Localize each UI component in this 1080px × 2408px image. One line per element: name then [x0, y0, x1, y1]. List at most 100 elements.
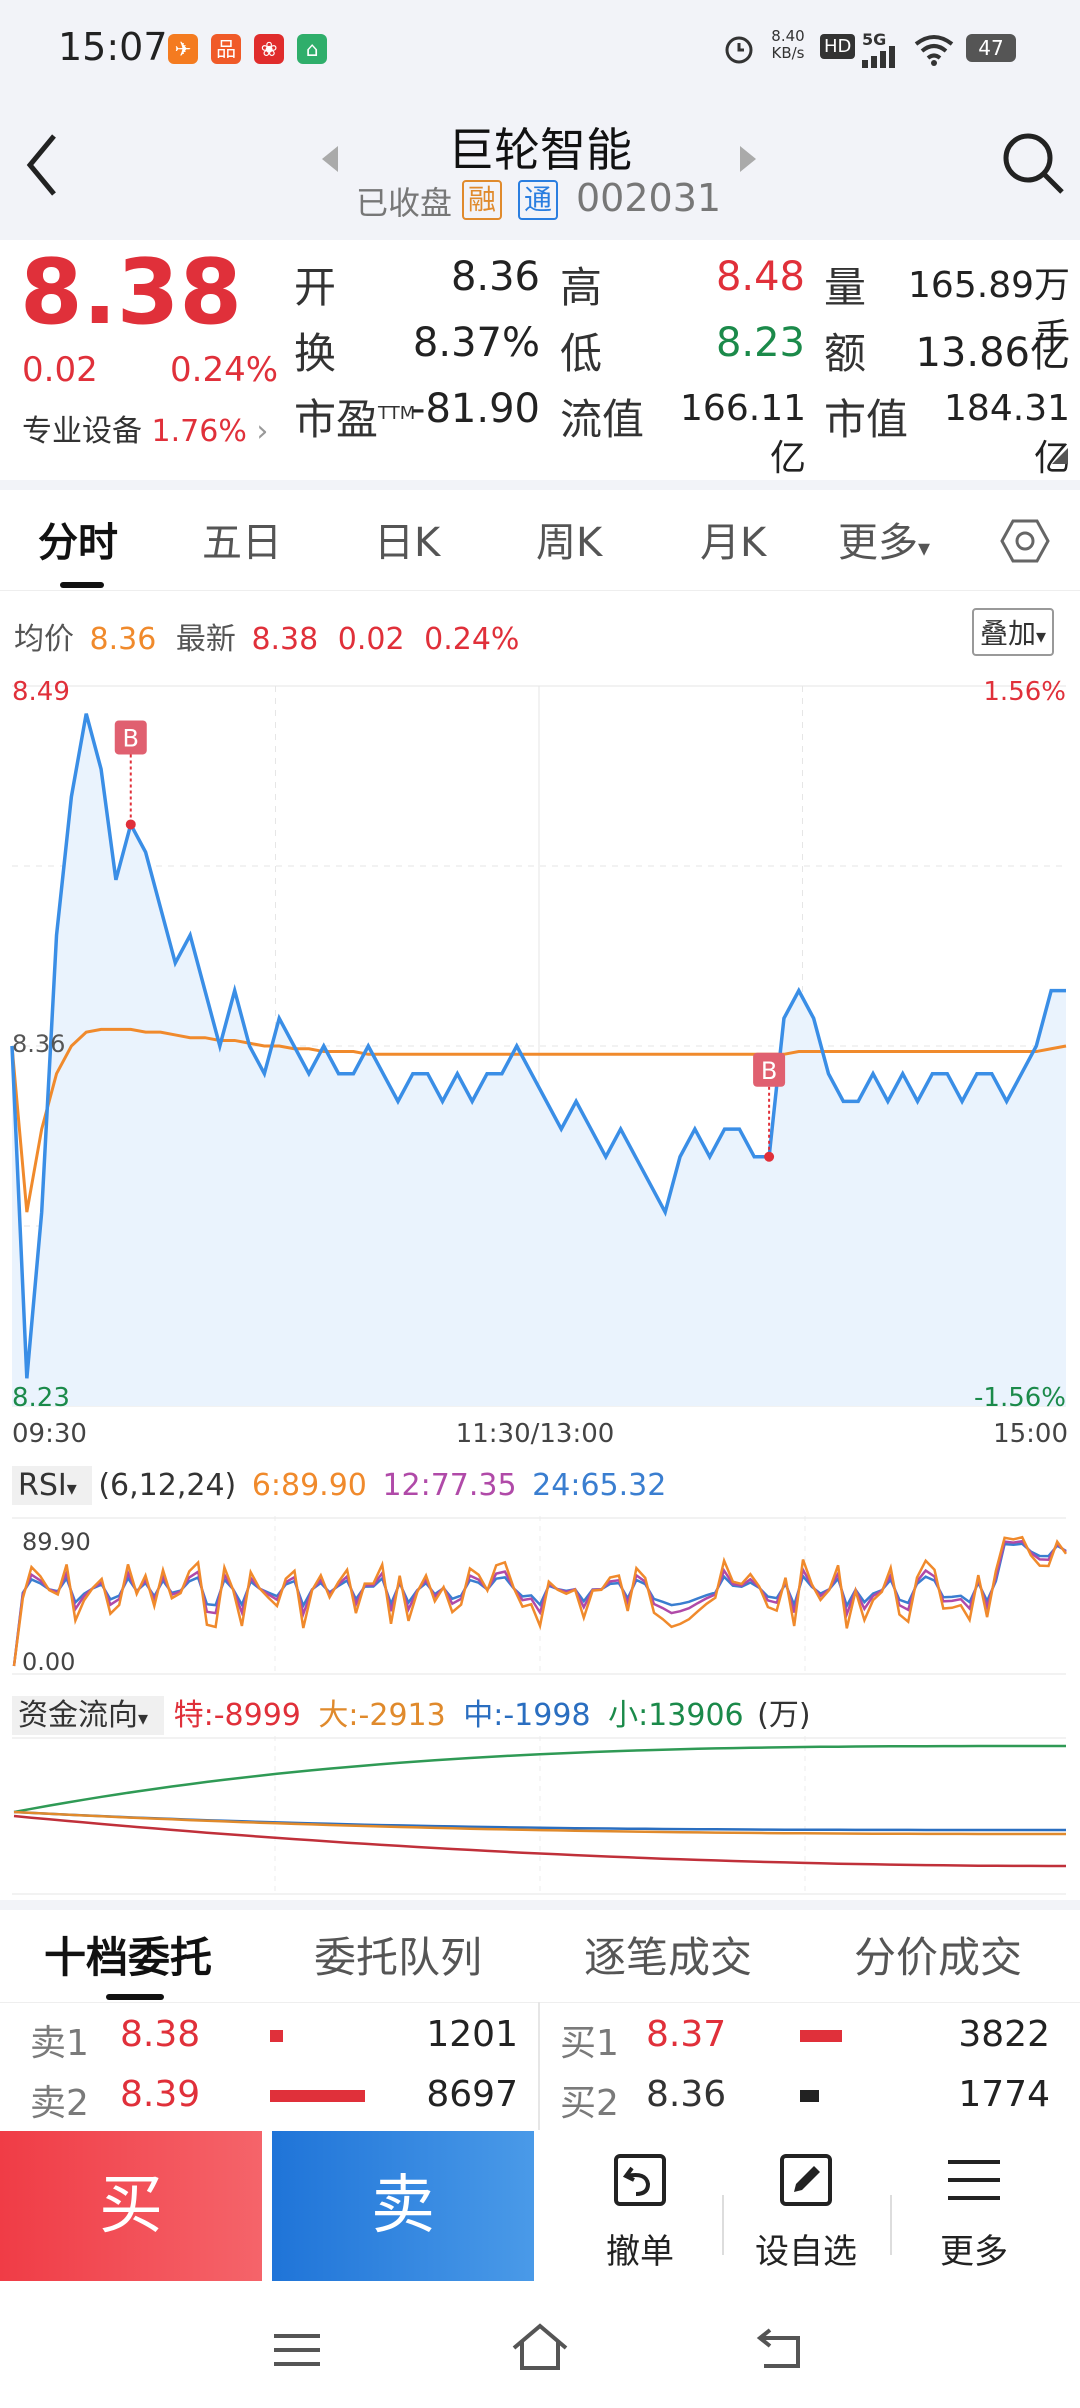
- buy-signal-marker: B: [753, 1052, 786, 1162]
- volume-value: 165.89万手: [908, 265, 1070, 358]
- tab-five-day[interactable]: 五日: [202, 520, 282, 566]
- sell-button[interactable]: 卖: [272, 2131, 534, 2281]
- price-area-fill: [12, 713, 1066, 1406]
- rsi-selector[interactable]: RSI▾: [12, 1466, 93, 1505]
- sector-link[interactable]: 专业设备 1.76% ›: [22, 414, 269, 449]
- prev-stock-icon[interactable]: [318, 144, 340, 174]
- buy-button[interactable]: 买: [0, 2131, 262, 2281]
- back-nav-icon[interactable]: [756, 2324, 806, 2374]
- price-line: [10, 713, 1066, 1379]
- tab-tick-trades[interactable]: 逐笔成交: [584, 1933, 753, 1982]
- rsi-bottom-label: 0.00: [22, 1648, 75, 1676]
- market-cap-label: 市值: [824, 395, 909, 444]
- flow-super: 特:-8999: [173, 1698, 301, 1733]
- tab-ten-level[interactable]: 十档委托: [44, 1933, 213, 1982]
- buy1-price[interactable]: 8.37: [646, 2014, 727, 2055]
- more-button[interactable]: 更多: [894, 2150, 1054, 2273]
- rsi-chart[interactable]: 89.90 0.00: [0, 1516, 1080, 1676]
- add-watchlist-button[interactable]: 设自选: [726, 2150, 886, 2273]
- flow-medium: 中:-1998: [463, 1698, 591, 1733]
- tab-intraday[interactable]: 分时: [38, 520, 118, 566]
- amount-value: 13.86亿: [915, 330, 1070, 376]
- buy2-volume: 1774: [958, 2074, 1050, 2115]
- buy1-label: 买1: [560, 2023, 619, 2064]
- pe-value: -81.90: [411, 386, 540, 432]
- divider: [0, 480, 1080, 490]
- overlay-button[interactable]: 叠加▾: [972, 608, 1055, 656]
- settings-icon[interactable]: [1000, 518, 1050, 564]
- tab-monthly-k[interactable]: 月K: [700, 520, 767, 566]
- chevron-right-icon: ›: [256, 414, 269, 449]
- rsi24-value: 24:65.32: [532, 1468, 667, 1503]
- flow-large: 大:-2913: [318, 1698, 446, 1733]
- chart-info: 均价 8.36 最新 8.38 0.02 0.24%: [14, 622, 520, 657]
- flow-small-line: [13, 1744, 1066, 1814]
- stock-header: 巨轮智能 已收盘 融 通 002031: [0, 100, 1080, 240]
- divider: [722, 2195, 724, 2255]
- hd-icon: HD: [820, 34, 856, 59]
- buy1-volume-bar: [800, 2030, 842, 2042]
- sell1-volume: 1201: [426, 2014, 518, 2055]
- signal-icon: [862, 46, 895, 68]
- tab-price-trades[interactable]: 分价成交: [854, 1933, 1023, 1982]
- latest-pct: 0.24%: [424, 622, 520, 657]
- intraday-chart[interactable]: B B 8.49 8.36 8.23 1.56% -1.56% 09:30 11:…: [0, 666, 1080, 1446]
- svg-text:B: B: [123, 724, 139, 752]
- avg-price-line: [10, 1027, 1067, 1213]
- network-speed: 8.40 KB/s: [771, 27, 805, 62]
- price-change-pct: 0.24%: [170, 350, 279, 390]
- rsi12-value: 12:77.35: [382, 1468, 517, 1503]
- y-bottom-label: 8.23: [12, 1383, 70, 1413]
- pct-top-label: 1.56%: [983, 677, 1066, 707]
- alarm-icon: [725, 36, 753, 64]
- buy1-volume: 3822: [958, 2014, 1050, 2055]
- avg-price: 8.36: [89, 622, 157, 657]
- chart-tabs: 分时 五日 日K 周K 月K 更多▾: [0, 490, 1080, 591]
- network-type: 5G: [862, 30, 887, 49]
- volume-label: 量: [824, 263, 867, 312]
- connect-tag: 通: [518, 180, 559, 220]
- expand-corner-icon[interactable]: [1052, 448, 1068, 464]
- tab-more[interactable]: 更多▾: [838, 520, 931, 566]
- status-bar: 15:07 ✈ 品 ❀ ⌂ 8.40 KB/s HD 5G 47: [0, 0, 1080, 100]
- price-change: 0.02: [22, 350, 98, 390]
- tab-daily-k[interactable]: 日K: [374, 520, 441, 566]
- latest-change: 0.02: [337, 622, 405, 657]
- app-notification-icon: 品: [211, 34, 242, 64]
- dropdown-icon: ▾: [918, 534, 931, 562]
- rsi-top-label: 89.90: [22, 1528, 91, 1556]
- tab-weekly-k[interactable]: 周K: [536, 520, 603, 566]
- active-tab-indicator: [60, 582, 104, 588]
- back-icon[interactable]: [22, 130, 62, 200]
- divider: [890, 2195, 892, 2255]
- margin-tag: 融: [462, 180, 503, 220]
- home-nav-icon[interactable]: [510, 2320, 570, 2376]
- high-value: 8.48: [715, 254, 805, 300]
- capital-flow-chart[interactable]: [0, 1736, 1080, 1896]
- tab-order-queue[interactable]: 委托队列: [314, 1933, 483, 1982]
- sell2-price[interactable]: 8.39: [120, 2074, 201, 2115]
- stock-code: 002031: [576, 176, 722, 220]
- status-right: 8.40 KB/s HD 5G 47: [722, 27, 1052, 70]
- battery-icon: 47: [966, 34, 1016, 62]
- search-icon[interactable]: [1000, 130, 1066, 196]
- capital-flow-header: 资金流向▾ 特:-8999 大:-2913 中:-1998 小:13906 (万…: [12, 1690, 811, 1735]
- edit-icon: [780, 2154, 832, 2206]
- x-label-open: 09:30: [12, 1419, 87, 1446]
- buy2-price[interactable]: 8.36: [646, 2074, 727, 2115]
- notification-icons: ✈ 品 ❀ ⌂: [168, 34, 335, 64]
- capital-flow-selector[interactable]: 资金流向▾: [12, 1696, 164, 1735]
- sell1-price[interactable]: 8.38: [120, 2014, 201, 2055]
- quote-panel: 8.38 0.02 0.24% 专业设备 1.76% › 开 8.36 高 8.…: [0, 240, 1080, 480]
- stock-name: 巨轮智能: [448, 123, 632, 177]
- next-stock-icon[interactable]: [738, 144, 760, 174]
- market-cap-value: 184.31亿: [944, 388, 1070, 479]
- flow-super-line: [13, 1814, 1066, 1868]
- menu-nav-icon[interactable]: [272, 2330, 322, 2370]
- turnover-label: 换: [294, 329, 337, 378]
- high-label: 高: [560, 263, 603, 312]
- cancel-order-button[interactable]: 撤单: [560, 2150, 720, 2273]
- flow-small: 小:13906: [608, 1698, 744, 1733]
- latest-price: 8.38: [251, 622, 319, 657]
- low-value: 8.23: [715, 320, 805, 366]
